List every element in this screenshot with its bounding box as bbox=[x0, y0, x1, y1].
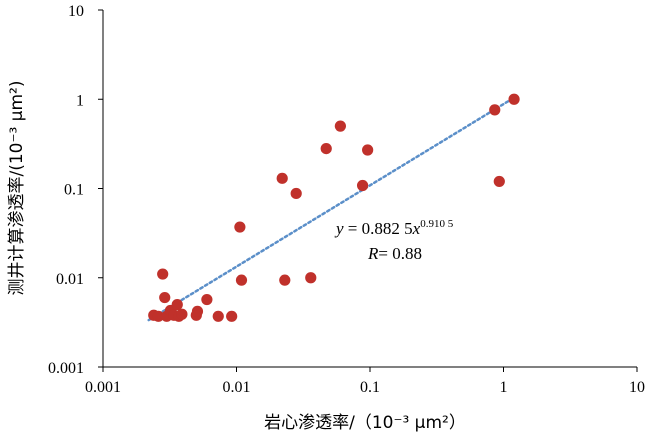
data-point bbox=[234, 221, 246, 233]
r-value-label: R= 0.88 bbox=[367, 244, 422, 263]
data-point bbox=[493, 175, 505, 188]
data-point bbox=[334, 120, 346, 132]
y-tick-label: 0.01 bbox=[56, 271, 84, 288]
trendline bbox=[147, 96, 516, 322]
data-point bbox=[171, 299, 183, 311]
data-point bbox=[176, 308, 188, 320]
data-point bbox=[212, 310, 224, 322]
data-point bbox=[152, 310, 164, 322]
x-tick-label: 10 bbox=[629, 379, 645, 396]
x-tick-label: 0.001 bbox=[85, 379, 121, 396]
data-point bbox=[159, 291, 171, 304]
x-tick-label: 0.1 bbox=[360, 379, 380, 396]
y-tick-label: 0.001 bbox=[48, 360, 84, 377]
y-tick-label: 10 bbox=[68, 3, 84, 20]
data-point bbox=[201, 293, 213, 306]
data-point bbox=[235, 274, 248, 286]
y-axis-title: 测井计算渗透率/(10⁻³ μm²) bbox=[7, 80, 27, 295]
x-axis-title: 岩心渗透率/（10⁻³ μm²） bbox=[264, 413, 466, 433]
y-tick-labels: 0.001 0.01 0.1 1 10 bbox=[48, 3, 84, 377]
axes bbox=[98, 9, 638, 372]
data-point bbox=[191, 305, 204, 317]
data-point bbox=[279, 274, 291, 286]
x-tick-label: 1 bbox=[500, 379, 508, 396]
x-tick-label: 0.01 bbox=[223, 379, 251, 396]
y-tick-label: 0.1 bbox=[64, 182, 84, 199]
data-point bbox=[356, 179, 369, 192]
data-point bbox=[362, 144, 374, 156]
data-points bbox=[148, 93, 520, 322]
data-point bbox=[157, 268, 169, 280]
equation-label: y = 0.882 5x0.910 5 bbox=[334, 218, 454, 238]
data-point bbox=[489, 104, 501, 116]
trendline-group bbox=[147, 96, 516, 322]
data-point bbox=[276, 172, 288, 184]
data-point bbox=[290, 187, 302, 200]
x-tick-labels: 0.001 0.01 0.1 1 10 bbox=[85, 379, 645, 396]
data-point bbox=[320, 142, 332, 155]
y-tick-label: 1 bbox=[76, 92, 84, 109]
data-point bbox=[226, 310, 238, 322]
data-point bbox=[305, 272, 317, 284]
data-point bbox=[508, 93, 520, 105]
